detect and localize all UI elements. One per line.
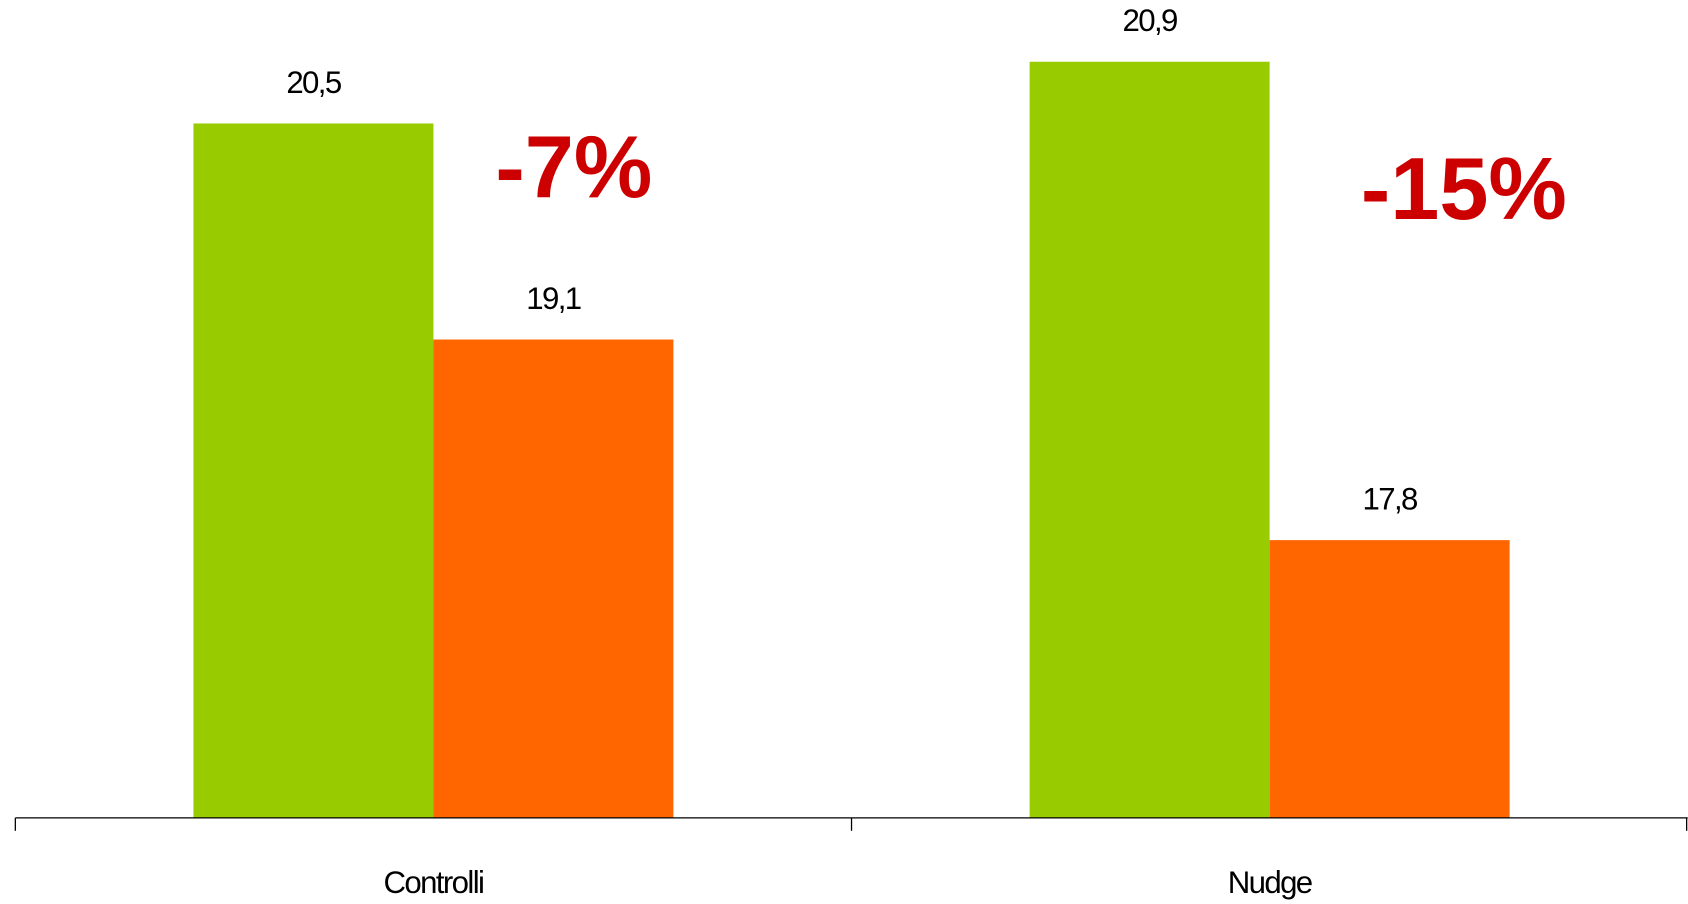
x-tick-label: Nudge <box>1228 865 1312 900</box>
bar <box>433 339 674 818</box>
value-label: 20,9 <box>1123 3 1178 38</box>
value-label: 19,1 <box>526 281 581 316</box>
annotation: -7% <box>495 118 652 217</box>
bar <box>1269 540 1510 818</box>
annotation: -15% <box>1361 139 1567 238</box>
bar <box>193 123 434 818</box>
bar <box>1029 61 1270 818</box>
value-label: 17,8 <box>1363 482 1418 517</box>
x-tick-label: Controlli <box>383 865 483 900</box>
value-label: 20,5 <box>286 65 342 100</box>
